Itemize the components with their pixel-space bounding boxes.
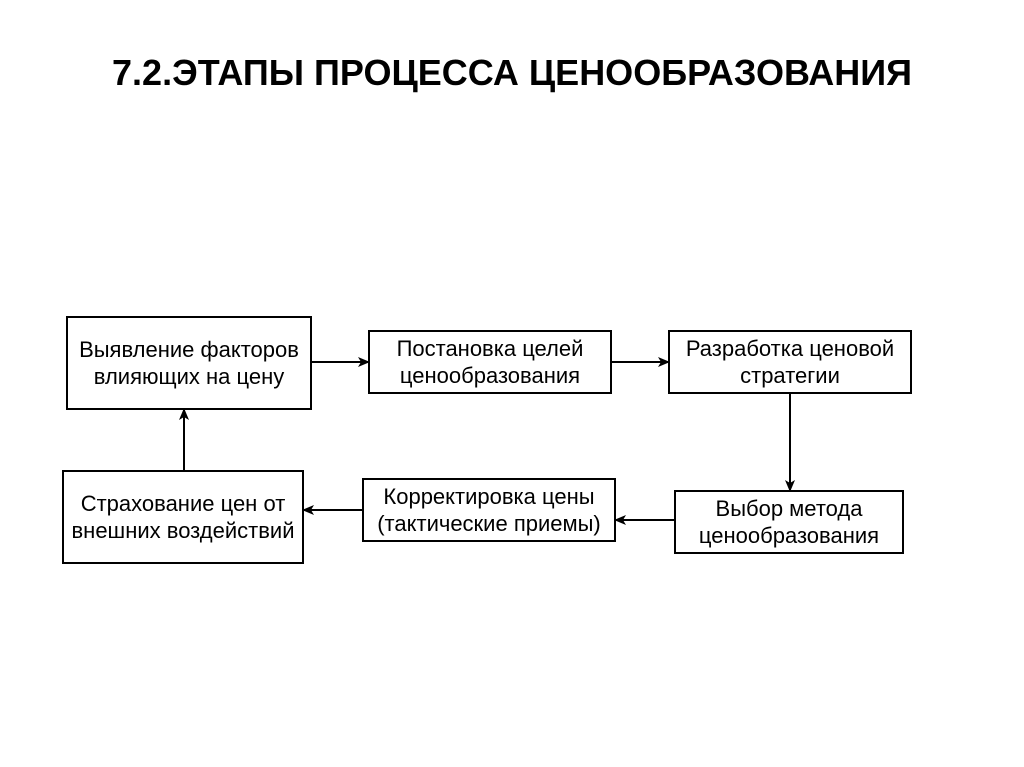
- flowchart-node-n1: Выявление факторов влияющих на цену: [66, 316, 312, 410]
- flowchart-node-n5: Корректировка цены (тактические приемы): [362, 478, 616, 542]
- slide-title: 7.2.ЭТАПЫ ПРОЦЕССА ЦЕНООБРАЗОВАНИЯ: [0, 52, 1024, 93]
- flowchart-node-n6: Страхование цен от внешних воздействий: [62, 470, 304, 564]
- slide-canvas: 7.2.ЭТАПЫ ПРОЦЕССА ЦЕНООБРАЗОВАНИЯ Выявл…: [0, 0, 1024, 767]
- flowchart-node-n4: Выбор метода ценообразования: [674, 490, 904, 554]
- flowchart-node-n3: Разработка ценовой стратегии: [668, 330, 912, 394]
- flowchart-node-n2: Постановка целей ценообразования: [368, 330, 612, 394]
